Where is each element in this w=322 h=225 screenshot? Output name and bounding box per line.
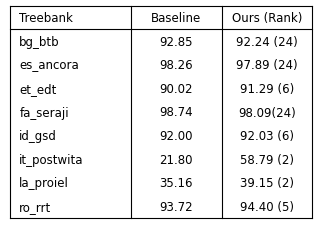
- Text: 58.79 (2): 58.79 (2): [240, 153, 294, 166]
- Text: 92.03 (6): 92.03 (6): [240, 130, 294, 142]
- Text: es_ancora: es_ancora: [19, 59, 79, 72]
- Text: Ours (Rank): Ours (Rank): [232, 12, 302, 25]
- Text: id_gsd: id_gsd: [19, 130, 57, 142]
- Text: 92.24 (24): 92.24 (24): [236, 36, 298, 48]
- Text: it_postwita: it_postwita: [19, 153, 84, 166]
- Text: 94.40 (5): 94.40 (5): [240, 200, 294, 213]
- Text: 92.85: 92.85: [159, 36, 193, 48]
- Text: Baseline: Baseline: [151, 12, 201, 25]
- Text: 91.29 (6): 91.29 (6): [240, 83, 294, 95]
- Text: et_edt: et_edt: [19, 83, 57, 95]
- Text: 21.80: 21.80: [159, 153, 193, 166]
- Text: 90.02: 90.02: [159, 83, 193, 95]
- Text: fa_seraji: fa_seraji: [19, 106, 69, 119]
- Text: 98.26: 98.26: [159, 59, 193, 72]
- Text: 98.09(24): 98.09(24): [238, 106, 296, 119]
- Text: ro_rrt: ro_rrt: [19, 200, 52, 213]
- Text: 92.00: 92.00: [159, 130, 193, 142]
- Text: Treebank: Treebank: [19, 12, 73, 25]
- Text: 98.74: 98.74: [159, 106, 193, 119]
- Text: 39.15 (2): 39.15 (2): [240, 177, 294, 189]
- Text: la_proiel: la_proiel: [19, 177, 69, 189]
- Text: 35.16: 35.16: [159, 177, 193, 189]
- Text: 93.72: 93.72: [159, 200, 193, 213]
- Text: bg_btb: bg_btb: [19, 36, 60, 48]
- Text: 97.89 (24): 97.89 (24): [236, 59, 298, 72]
